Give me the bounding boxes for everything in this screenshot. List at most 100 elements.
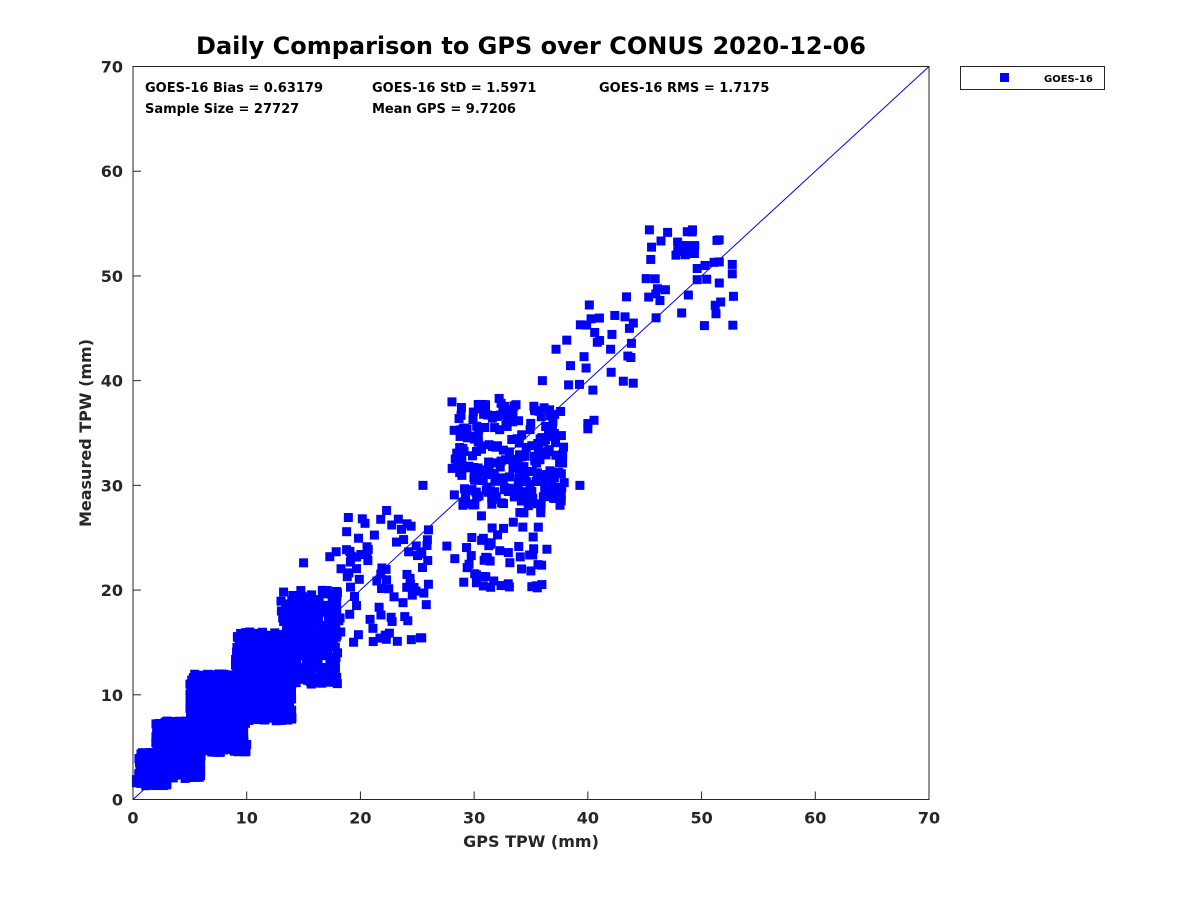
data-point (536, 508, 546, 518)
data-point (422, 535, 432, 545)
data-point (207, 724, 217, 734)
data-point (478, 572, 488, 582)
data-point (516, 471, 526, 481)
legend-marker-goes-16 (1000, 73, 1009, 82)
data-point (476, 444, 486, 454)
data-point (559, 442, 569, 452)
data-point (177, 722, 187, 732)
data-point (496, 473, 506, 483)
data-point (551, 438, 561, 448)
data-point (392, 636, 402, 646)
data-point (267, 683, 277, 693)
data-point (226, 687, 236, 697)
data-point (504, 582, 514, 592)
data-point (499, 523, 509, 533)
data-point (714, 235, 724, 245)
data-point (296, 595, 306, 605)
data-point (452, 448, 462, 458)
data-point (332, 587, 342, 597)
data-point (354, 533, 364, 543)
data-point (610, 310, 620, 320)
data-point (660, 285, 670, 295)
data-point (606, 344, 616, 354)
data-point (458, 500, 468, 510)
data-point (218, 687, 228, 697)
data-point (526, 494, 536, 504)
data-point (471, 487, 481, 497)
data-point (526, 418, 536, 428)
data-point (618, 376, 628, 386)
data-point (709, 257, 719, 267)
data-point (455, 431, 465, 441)
data-point (282, 599, 292, 609)
data-point (514, 450, 524, 460)
data-point (515, 552, 525, 562)
data-point (518, 522, 528, 532)
data-point (496, 581, 506, 591)
x-axis-label: GPS TPW (mm) (463, 832, 599, 851)
data-point (382, 505, 392, 515)
data-point (528, 532, 538, 542)
data-point (462, 543, 472, 553)
plot-area-frame (132, 66, 930, 800)
data-point (137, 758, 147, 768)
data-point (556, 431, 566, 441)
data-point (389, 592, 399, 602)
data-point (582, 320, 592, 330)
data-point (421, 600, 431, 610)
data-point (562, 335, 572, 345)
data-point (316, 675, 326, 685)
annotation-bias: GOES-16 Bias = 0.63179 (145, 81, 323, 96)
data-point (263, 654, 273, 664)
y-axis: 0 10 20 30 40 50 60 70 (101, 58, 141, 810)
data-point (575, 320, 585, 330)
data-point (551, 344, 561, 354)
data-point (328, 636, 338, 646)
y-tick-label: 40 (101, 372, 123, 391)
y-tick-label: 0 (112, 791, 123, 810)
data-point (624, 323, 634, 333)
data-point (357, 514, 367, 524)
x-tick-label: 50 (690, 809, 712, 828)
data-point (245, 684, 255, 694)
data-point (682, 241, 692, 251)
x-tick-label: 10 (236, 809, 258, 828)
data-point (423, 525, 433, 535)
data-point (533, 560, 543, 570)
data-point (164, 772, 174, 782)
data-point (331, 653, 341, 663)
data-point (478, 581, 488, 591)
data-point (284, 703, 294, 713)
annotation-rms: GOES-16 RMS = 1.7175 (599, 81, 769, 96)
data-point (592, 337, 602, 347)
data-point (581, 363, 591, 373)
data-point (549, 429, 559, 439)
data-point (194, 726, 204, 736)
data-point (331, 547, 341, 557)
data-point (280, 683, 290, 693)
data-point (540, 470, 550, 480)
data-point (153, 743, 163, 753)
data-point (241, 745, 251, 755)
data-point (282, 605, 292, 615)
y-tick-label: 50 (101, 267, 123, 286)
data-point (280, 714, 290, 724)
data-point (350, 592, 360, 602)
data-point (302, 592, 312, 602)
data-point (711, 309, 721, 319)
data-point (404, 547, 414, 557)
data-point (170, 770, 180, 780)
data-point (191, 692, 201, 702)
data-point (547, 477, 557, 487)
data-point (479, 404, 489, 414)
data-point (386, 612, 396, 622)
data-point (362, 542, 372, 552)
data-point (232, 667, 242, 677)
data-point (500, 485, 510, 495)
data-point (258, 643, 268, 653)
data-point (536, 503, 546, 513)
data-point (384, 628, 394, 638)
data-point (196, 732, 206, 742)
data-point (200, 713, 210, 723)
data-point (277, 638, 287, 648)
